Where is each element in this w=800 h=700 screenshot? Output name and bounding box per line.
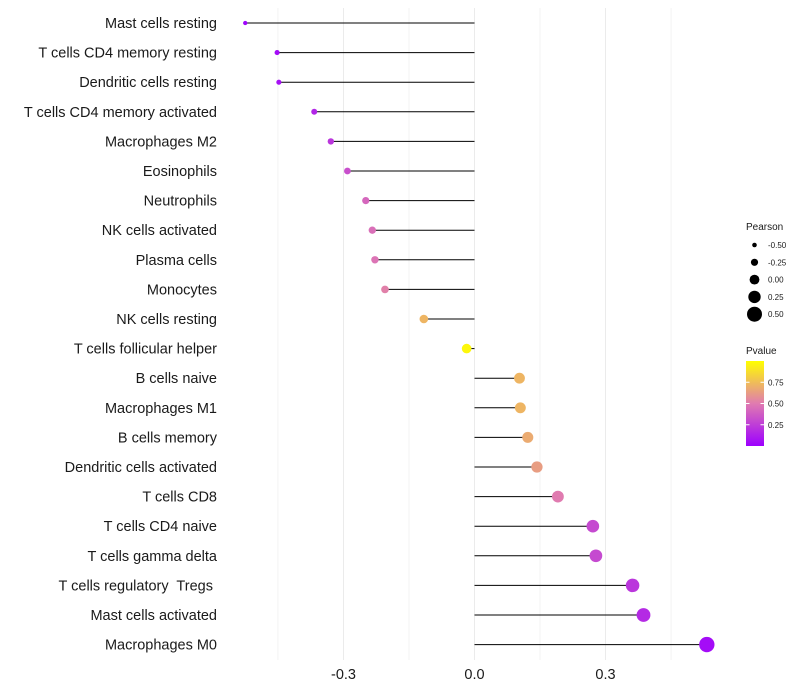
y-axis-label: Monocytes bbox=[147, 282, 217, 298]
y-axis-label: T cells regulatory Tregs bbox=[59, 578, 218, 594]
y-axis-labels: Mast cells resting T cells CD4 memory res… bbox=[24, 16, 218, 654]
data-point bbox=[461, 343, 472, 354]
data-point bbox=[327, 138, 335, 145]
data-point bbox=[636, 608, 651, 622]
data-point bbox=[531, 461, 543, 473]
y-axis-label: Macrophages M1 bbox=[105, 401, 217, 417]
legend-size-label: 0.50 bbox=[768, 310, 784, 319]
y-axis-label: T cells CD4 naive bbox=[104, 519, 217, 535]
x-axis-ticks: -0.3 0.0 0.3 bbox=[331, 667, 616, 683]
data-point bbox=[371, 256, 379, 264]
legend-pearson: Pearson -0.50 -0.25 0.00 0.25 0.50 bbox=[746, 222, 787, 322]
data-point bbox=[625, 578, 640, 593]
dots bbox=[243, 20, 715, 653]
x-tick-label: 0.0 bbox=[464, 667, 484, 683]
grid-lines bbox=[277, 8, 672, 660]
legend-pvalue: Pvalue 0.25 0.50 0.75 bbox=[746, 346, 784, 446]
stems bbox=[245, 22, 707, 646]
data-point bbox=[243, 20, 248, 26]
data-point bbox=[362, 196, 370, 205]
y-axis-label: Plasma cells bbox=[136, 253, 217, 269]
y-axis-label: Eosinophils bbox=[143, 164, 217, 180]
legend-size-key bbox=[750, 258, 759, 266]
data-point bbox=[381, 285, 389, 294]
y-axis-label: Dendritic cells resting bbox=[79, 75, 217, 91]
legend-pvalue-title: Pvalue bbox=[746, 346, 777, 357]
y-axis-label: T cells CD4 memory resting bbox=[38, 46, 217, 62]
legend-size-key bbox=[749, 274, 760, 285]
data-point bbox=[514, 372, 525, 384]
legend-size-key bbox=[752, 242, 757, 248]
y-axis-label: T cells follicular helper bbox=[74, 342, 217, 358]
y-axis-label: B cells naive bbox=[136, 371, 217, 387]
y-axis-label: NK cells resting bbox=[116, 312, 217, 328]
legend-color-label: 0.75 bbox=[768, 378, 784, 387]
y-axis-label: Dendritic cells activated bbox=[65, 460, 217, 476]
data-point bbox=[276, 79, 282, 85]
legend-size-key bbox=[747, 306, 762, 322]
data-point bbox=[589, 549, 603, 563]
y-axis-label: Neutrophils bbox=[144, 194, 217, 210]
data-point bbox=[552, 490, 564, 503]
data-point bbox=[419, 314, 429, 324]
y-axis-label: Mast cells activated bbox=[90, 608, 217, 624]
pvalue-colorbar bbox=[746, 361, 764, 446]
data-point bbox=[522, 431, 534, 443]
y-axis-label: Mast cells resting bbox=[105, 16, 217, 32]
legend-size-label: -0.25 bbox=[768, 258, 787, 267]
data-point bbox=[514, 402, 526, 414]
data-point bbox=[344, 167, 351, 175]
y-axis-label: T cells gamma delta bbox=[88, 549, 218, 565]
y-axis-label: T cells CD8 bbox=[142, 490, 217, 506]
x-tick-label: 0.3 bbox=[595, 667, 615, 683]
data-point bbox=[699, 636, 715, 653]
data-point bbox=[586, 519, 600, 533]
data-point bbox=[274, 50, 280, 56]
data-point bbox=[368, 226, 376, 234]
y-axis-label: NK cells activated bbox=[102, 223, 217, 239]
y-axis-label: B cells memory bbox=[118, 430, 218, 446]
legend-size-label: -0.50 bbox=[768, 241, 787, 250]
x-tick-label: -0.3 bbox=[331, 667, 356, 683]
legend-size-label: 0.00 bbox=[768, 276, 784, 285]
legend-color-label: 0.25 bbox=[768, 421, 784, 430]
legend-color-label: 0.50 bbox=[768, 400, 784, 409]
data-point bbox=[311, 108, 318, 115]
legend-pearson-title: Pearson bbox=[746, 222, 783, 233]
legend-size-label: 0.25 bbox=[768, 293, 784, 302]
y-axis-label: Macrophages M0 bbox=[105, 638, 217, 654]
legend-size-key bbox=[748, 290, 761, 304]
y-axis-label: Macrophages M2 bbox=[105, 134, 217, 150]
y-axis-label: T cells CD4 memory activated bbox=[24, 105, 217, 121]
